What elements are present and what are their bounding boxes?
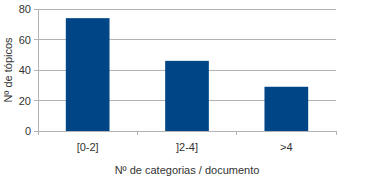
x-axis-title: Nº de categorias / documento [115,164,260,176]
y-tick [34,100,38,101]
y-tick [34,131,38,132]
y-tick-label: 40 [19,64,31,76]
x-tick [38,131,39,135]
y-tick [34,39,38,40]
y-tick-label: 60 [19,34,31,46]
x-tick-label: ]2-4] [176,141,198,153]
y-axis [38,9,39,131]
chart-container: 0 20 40 60 80 [0-2] ]2-4] >4 Nº de categorias / … [0,0,367,182]
bar [264,87,308,131]
x-tick [236,131,237,135]
x-tick [336,131,337,135]
y-tick-label: 80 [19,3,31,15]
bar [66,18,110,131]
y-tick-label: 20 [19,95,31,107]
chart-svg: 0 20 40 60 80 [0-2] ]2-4] >4 Nº de categorias / … [0,0,367,182]
bars [66,18,308,131]
y-axis-title: Nº de tópicos [2,37,14,103]
y-tick [34,70,38,71]
x-tick-label: >4 [280,141,293,153]
bar [165,61,209,131]
y-tick [34,9,38,10]
grid-line [38,9,336,10]
y-tick-label: 0 [25,125,31,137]
x-tick [137,131,138,135]
x-tick-label: [0-2] [77,141,99,153]
